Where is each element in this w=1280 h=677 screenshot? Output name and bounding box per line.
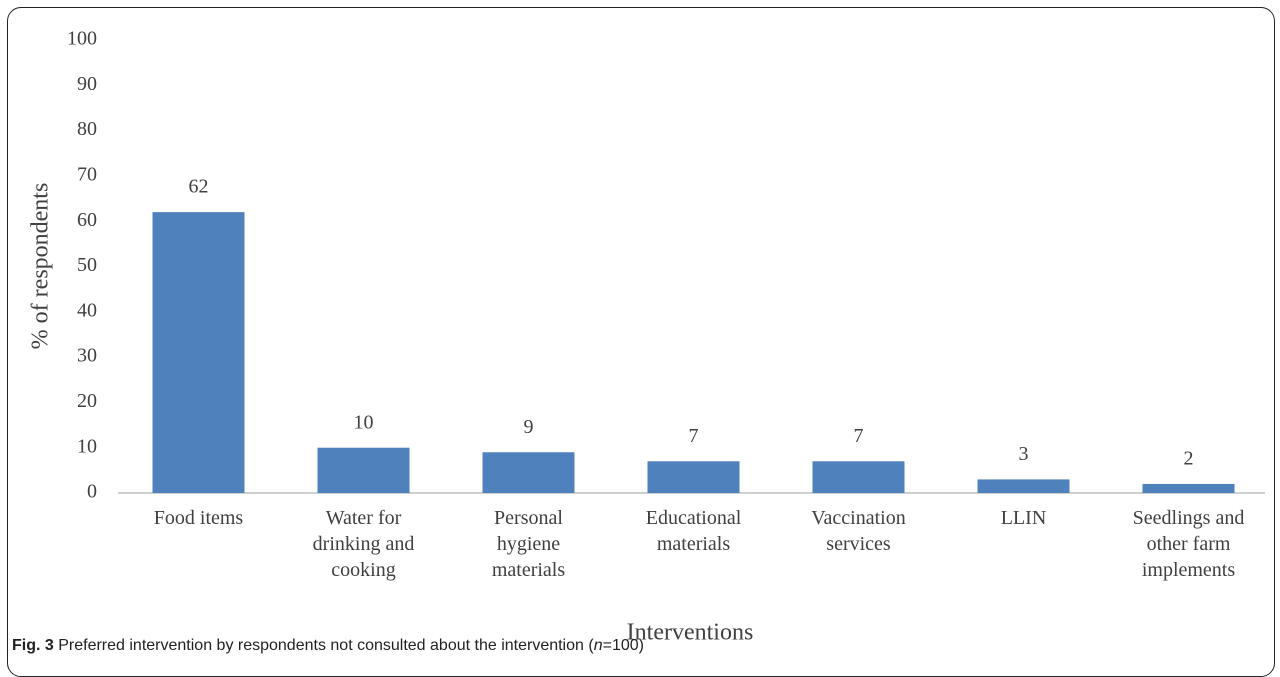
caption-label: Fig. 3 [12, 637, 54, 654]
caption-text: Preferred intervention by respondents no… [58, 637, 594, 654]
x-tick-label: Personal hygiene materials [491, 507, 566, 581]
y-tick-label: 100 [67, 28, 97, 50]
bar [1142, 483, 1235, 493]
x-tick-label: LLIN [1000, 507, 1047, 529]
x-tick-label: Food items [153, 507, 244, 529]
x-tick-label: Seedlings and other farm implements [1132, 507, 1245, 581]
bar [812, 461, 905, 493]
y-tick-label: 20 [77, 390, 97, 412]
value-label: 2 [1184, 448, 1194, 470]
value-label: 10 [354, 411, 374, 433]
x-axis-title: Interventions [627, 620, 754, 646]
caption-italic: n [593, 637, 603, 654]
bar [977, 479, 1070, 493]
bar [647, 461, 740, 493]
bar [317, 447, 410, 493]
caption: Fig. 3 Preferred intervention by respond… [12, 637, 644, 655]
bar [482, 452, 575, 493]
x-tick-label: Vaccination services [811, 507, 906, 555]
y-tick-label: 70 [77, 163, 97, 185]
caption-end: =100) [602, 637, 644, 654]
value-label: 7 [854, 425, 864, 447]
y-tick-label: 30 [77, 345, 97, 367]
value-label: 9 [524, 416, 534, 438]
x-tick-label: Educational materials [645, 507, 742, 555]
y-tick-label: 90 [77, 73, 97, 95]
y-tick-label: 40 [77, 299, 97, 321]
y-tick-label: 80 [77, 118, 97, 140]
value-label: 62 [189, 176, 209, 198]
x-tick-label: Water for drinking and cooking [312, 507, 415, 581]
bar [152, 212, 245, 493]
y-axis-title: % of respondents [28, 183, 54, 350]
value-label: 7 [689, 425, 699, 447]
y-tick-label: 0 [87, 481, 97, 503]
y-tick-label: 60 [77, 209, 97, 231]
value-label: 3 [1019, 443, 1029, 465]
y-tick-label: 50 [77, 254, 97, 276]
y-tick-label: 10 [77, 435, 97, 457]
